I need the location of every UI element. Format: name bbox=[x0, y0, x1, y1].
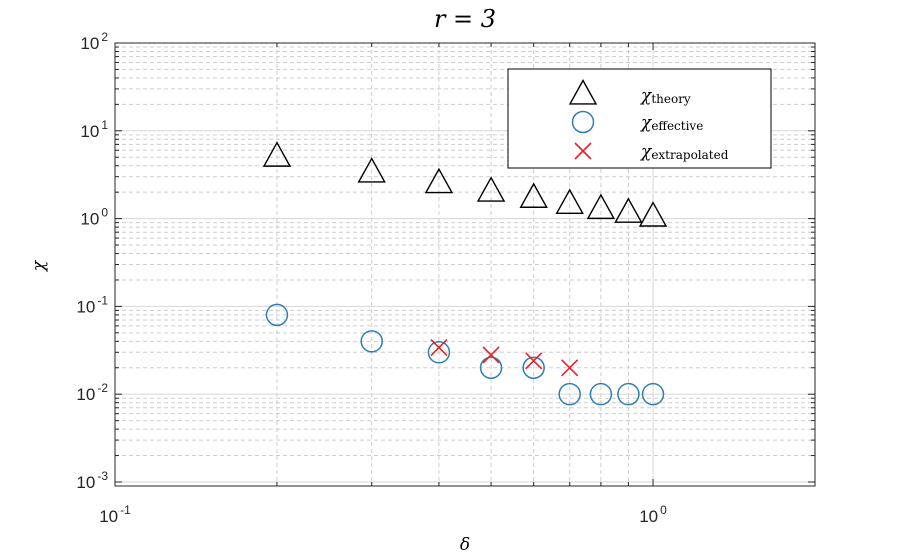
data-point-circle bbox=[641, 382, 665, 406]
tick-label-exponent: 2 bbox=[101, 30, 108, 44]
tick-label-exponent: -1 bbox=[97, 293, 108, 307]
legend-symbol: χ bbox=[640, 142, 653, 162]
data-point-triangle bbox=[262, 141, 292, 167]
data-point-triangle bbox=[638, 201, 668, 227]
x-marker-stroke bbox=[561, 359, 579, 377]
tick-label-base: 10 bbox=[76, 297, 95, 316]
tick-label-exponent: 0 bbox=[101, 206, 108, 220]
data-point-triangle bbox=[519, 182, 548, 208]
data-point-circle bbox=[265, 303, 289, 327]
data-point-triangle bbox=[424, 167, 454, 194]
y-tick-label: 10 0 bbox=[80, 206, 108, 229]
chart-title: r = 3 bbox=[434, 5, 496, 33]
legend-subscript: effective bbox=[651, 119, 703, 133]
legend-marker-triangle bbox=[568, 79, 598, 105]
y-tick-label: 10 1 bbox=[80, 118, 108, 141]
legend-label: χtheory bbox=[640, 86, 691, 106]
tick-label-base: 10 bbox=[76, 385, 95, 404]
data-point-circle bbox=[558, 382, 581, 406]
legend-box bbox=[507, 68, 772, 169]
data-point-x bbox=[525, 352, 543, 370]
data-point-triangle bbox=[614, 197, 643, 223]
data-point-circle bbox=[427, 341, 451, 364]
x-marker-stroke bbox=[482, 346, 500, 364]
data-point-circle bbox=[589, 382, 613, 406]
legend-marker-x bbox=[574, 142, 592, 160]
y-axis-label: χ bbox=[29, 259, 49, 272]
legend-subscript: extrapolated bbox=[651, 148, 728, 162]
x-axis-label: δ bbox=[460, 535, 470, 555]
tick-label-base: 10 bbox=[80, 34, 99, 53]
legend-subscript: theory bbox=[651, 92, 691, 106]
x-marker-stroke bbox=[430, 338, 448, 357]
axis-ticks bbox=[114, 42, 816, 487]
y-tick-label: 10 -1 bbox=[76, 293, 108, 316]
data-point-x bbox=[430, 338, 448, 357]
data-point-triangle bbox=[555, 188, 584, 215]
tick-label-exponent: 0 bbox=[660, 503, 667, 517]
y-tick-label: 10 2 bbox=[80, 30, 108, 53]
tick-label-exponent: 1 bbox=[101, 118, 108, 132]
data-point-x bbox=[561, 359, 579, 377]
x-tick-label: 10 -1 bbox=[99, 503, 131, 526]
tick-labels: 10 -1 10 010 210 110 010 -110 -210 -3 bbox=[76, 30, 667, 526]
data-point-circle bbox=[360, 330, 383, 353]
legend-marker-circle bbox=[571, 110, 595, 134]
tick-label-base: 10 bbox=[99, 507, 118, 526]
y-tick-label: 10 -2 bbox=[76, 381, 108, 404]
tick-label-base: 10 bbox=[639, 507, 658, 526]
tick-label-base: 10 bbox=[76, 473, 95, 492]
data-marks bbox=[262, 141, 668, 406]
tick-label-base: 10 bbox=[80, 122, 99, 141]
tick-label-exponent: -2 bbox=[97, 381, 108, 395]
data-point-circle bbox=[617, 382, 640, 406]
data-point-triangle bbox=[476, 176, 506, 202]
x-marker-stroke bbox=[525, 352, 543, 370]
data-point-triangle bbox=[357, 157, 386, 183]
legend-symbol: χ bbox=[640, 113, 653, 133]
data-point-x bbox=[482, 346, 500, 364]
data-point-circle bbox=[522, 356, 545, 380]
tick-label-exponent: -3 bbox=[97, 469, 108, 483]
x-marker-stroke bbox=[574, 142, 592, 160]
y-tick-label: 10 -3 bbox=[76, 469, 108, 492]
data-point-triangle bbox=[586, 193, 616, 220]
tick-label-base: 10 bbox=[80, 210, 99, 229]
legend-label: χextrapolated bbox=[640, 142, 729, 162]
x-tick-label: 10 0 bbox=[639, 503, 667, 526]
data-point-circle bbox=[479, 356, 503, 380]
tick-label-exponent: -1 bbox=[120, 503, 131, 517]
legend-symbol: χ bbox=[640, 86, 653, 106]
legend-label: χeffective bbox=[640, 113, 703, 133]
